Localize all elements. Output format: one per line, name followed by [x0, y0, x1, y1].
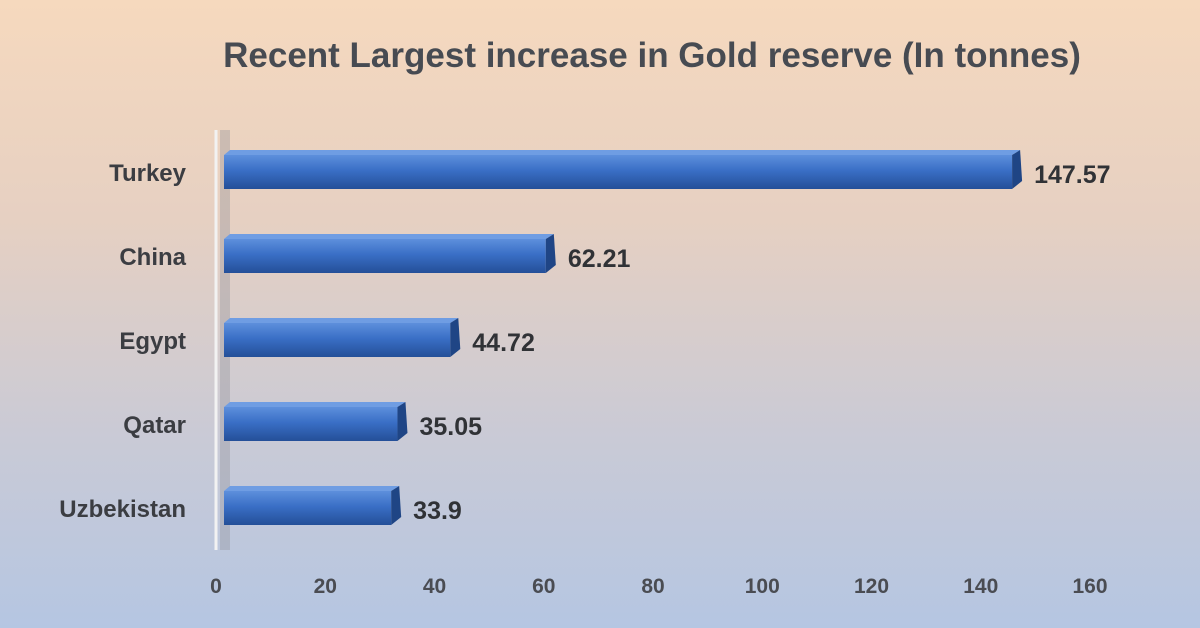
bar-face: [224, 239, 546, 273]
bar-end-cap: [545, 234, 556, 273]
bar-end-cap: [391, 486, 402, 525]
bar-end-cap: [450, 318, 461, 357]
bar: [224, 486, 402, 525]
x-tick-label: 60: [532, 575, 555, 598]
bar: [224, 318, 461, 357]
x-tick-label: 40: [423, 575, 446, 598]
x-tick-label: 120: [854, 575, 889, 598]
bar-face: [224, 407, 398, 441]
data-label: 62.21: [568, 245, 631, 273]
category-label: Qatar: [123, 412, 186, 439]
bar-top-bevel: [224, 234, 554, 239]
category-label: Egypt: [119, 328, 186, 355]
x-tick-label: 0: [210, 575, 222, 598]
bar-face: [224, 155, 1013, 189]
data-label: 44.72: [472, 329, 535, 357]
bar-top-bevel: [224, 486, 400, 491]
x-tick-label: 100: [745, 575, 780, 598]
data-label: 35.05: [419, 413, 482, 441]
category-label: China: [119, 244, 186, 271]
bar: [224, 234, 556, 273]
bar: [224, 402, 408, 441]
bar-top-bevel: [224, 150, 1021, 155]
x-tick-label: 160: [1072, 575, 1107, 598]
x-tick-label: 80: [641, 575, 664, 598]
bar-top-bevel: [224, 402, 406, 407]
chart-title: Recent Largest increase in Gold reserve …: [223, 36, 1081, 75]
bar: [224, 150, 1023, 189]
category-label: Turkey: [109, 160, 187, 187]
data-label: 33.9: [413, 497, 462, 525]
data-label: 147.57: [1034, 161, 1110, 189]
category-label: Uzbekistan: [59, 496, 186, 523]
x-tick-label: 20: [314, 575, 337, 598]
bar-end-cap: [1012, 150, 1023, 189]
bar-face: [224, 323, 451, 357]
x-tick-label: 140: [963, 575, 998, 598]
bar-face: [224, 491, 392, 525]
bar-end-cap: [397, 402, 408, 441]
bar-top-bevel: [224, 318, 459, 323]
